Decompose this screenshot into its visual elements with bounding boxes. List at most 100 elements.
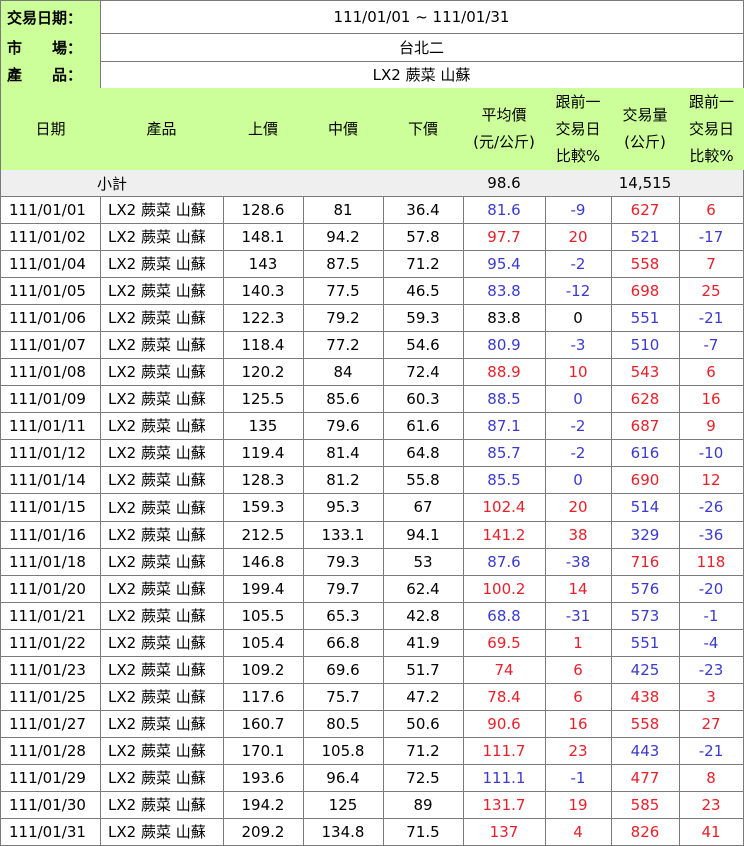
date: 111/01/29 [0,764,101,792]
mid-price: 69.6 [303,656,384,684]
volume: 616 [611,439,680,467]
date: 111/01/12 [0,439,101,467]
date: 111/01/15 [0,493,101,522]
date: 111/01/16 [0,521,101,549]
low-price: 72.5 [383,764,464,792]
header-text: 跟前一 [555,92,601,111]
high-price: 170.1 [223,737,304,765]
header-text: 上價 [247,119,278,138]
info-label: 市 場： [0,33,101,62]
date: 111/01/18 [0,548,101,576]
volume: 477 [611,764,680,792]
avg-price: 137 [463,818,546,846]
subtotal-empty [303,170,384,197]
avg-price: 80.9 [463,331,546,359]
date: 111/01/20 [0,575,101,603]
product: LX2 蕨菜 山蘇 [100,629,224,657]
mid-price: 80.5 [303,710,384,738]
date: 111/01/06 [0,304,101,332]
high-price: 212.5 [223,521,304,549]
volume: 716 [611,548,680,576]
mid-price: 66.8 [303,629,384,657]
avg-price: 83.8 [463,277,546,305]
high-price: 160.7 [223,710,304,738]
header-cell: 跟前一 交易日 比較% [545,88,612,171]
volume: 514 [611,493,680,522]
volume: 521 [611,223,680,251]
product: LX2 蕨菜 山蘇 [100,521,224,549]
high-price: 140.3 [223,277,304,305]
avg-change: -2 [545,439,612,467]
product: LX2 蕨菜 山蘇 [100,791,224,819]
mid-price: 79.7 [303,575,384,603]
product: LX2 蕨菜 山蘇 [100,358,224,386]
info-value: 111/01/01 ~ 111/01/31 [100,0,744,34]
volume-change: 12 [679,466,744,494]
high-price: 135 [223,412,304,440]
avg-change: 6 [545,656,612,684]
high-price: 143 [223,250,304,278]
subtotal-empty [679,170,744,197]
avg-change: -9 [545,196,612,224]
avg-price: 85.7 [463,439,546,467]
date: 111/01/31 [0,818,101,846]
volume: 558 [611,710,680,738]
mid-price: 79.2 [303,304,384,332]
mid-price: 94.2 [303,223,384,251]
low-price: 36.4 [383,196,464,224]
avg-price: 131.7 [463,791,546,819]
header-text: 跟前一 [688,92,734,111]
avg-change: 20 [545,493,612,522]
low-price: 57.8 [383,223,464,251]
low-price: 55.8 [383,466,464,494]
mid-price: 95.3 [303,493,384,522]
product: LX2 蕨菜 山蘇 [100,385,224,413]
header-cell: 跟前一 交易日 比較% [679,88,744,171]
volume-change: -36 [679,521,744,549]
mid-price: 125 [303,791,384,819]
mid-price: 134.8 [303,818,384,846]
header-cell: 下價 [383,88,464,171]
avg-price: 95.4 [463,250,546,278]
volume-change: 27 [679,710,744,738]
avg-price: 81.6 [463,196,546,224]
volume-change: -26 [679,493,744,522]
mid-price: 65.3 [303,602,384,630]
mid-price: 79.3 [303,548,384,576]
product: LX2 蕨菜 山蘇 [100,683,224,711]
volume: 573 [611,602,680,630]
volume-change: -21 [679,304,744,332]
low-price: 47.2 [383,683,464,711]
volume-change: 118 [679,548,744,576]
high-price: 209.2 [223,818,304,846]
header-cell: 平均價 (元/公斤) [463,88,546,171]
avg-change: -12 [545,277,612,305]
low-price: 67 [383,493,464,522]
header-text: 平均價 [481,106,527,124]
volume: 329 [611,521,680,549]
date: 111/01/07 [0,331,101,359]
high-price: 120.2 [223,358,304,386]
low-price: 46.5 [383,277,464,305]
avg-price: 87.6 [463,548,546,576]
low-price: 41.9 [383,629,464,657]
low-price: 53 [383,548,464,576]
info-label: 交易日期： [0,0,101,34]
header-text: 交易日 [555,119,601,138]
avg-price: 78.4 [463,683,546,711]
high-price: 193.6 [223,764,304,792]
mid-price: 85.6 [303,385,384,413]
header-text: 交易日 [688,119,734,138]
avg-change: -2 [545,412,612,440]
low-price: 59.3 [383,304,464,332]
avg-price: 97.7 [463,223,546,251]
info-label: 產 品： [0,61,101,89]
avg-change: -2 [545,250,612,278]
avg-change: -1 [545,764,612,792]
volume: 543 [611,358,680,386]
header-text: 中價 [327,119,358,138]
info-value: 台北二 [100,33,744,62]
avg-change: -3 [545,331,612,359]
subtotal-empty [383,170,464,197]
header-cell: 上價 [223,88,304,171]
